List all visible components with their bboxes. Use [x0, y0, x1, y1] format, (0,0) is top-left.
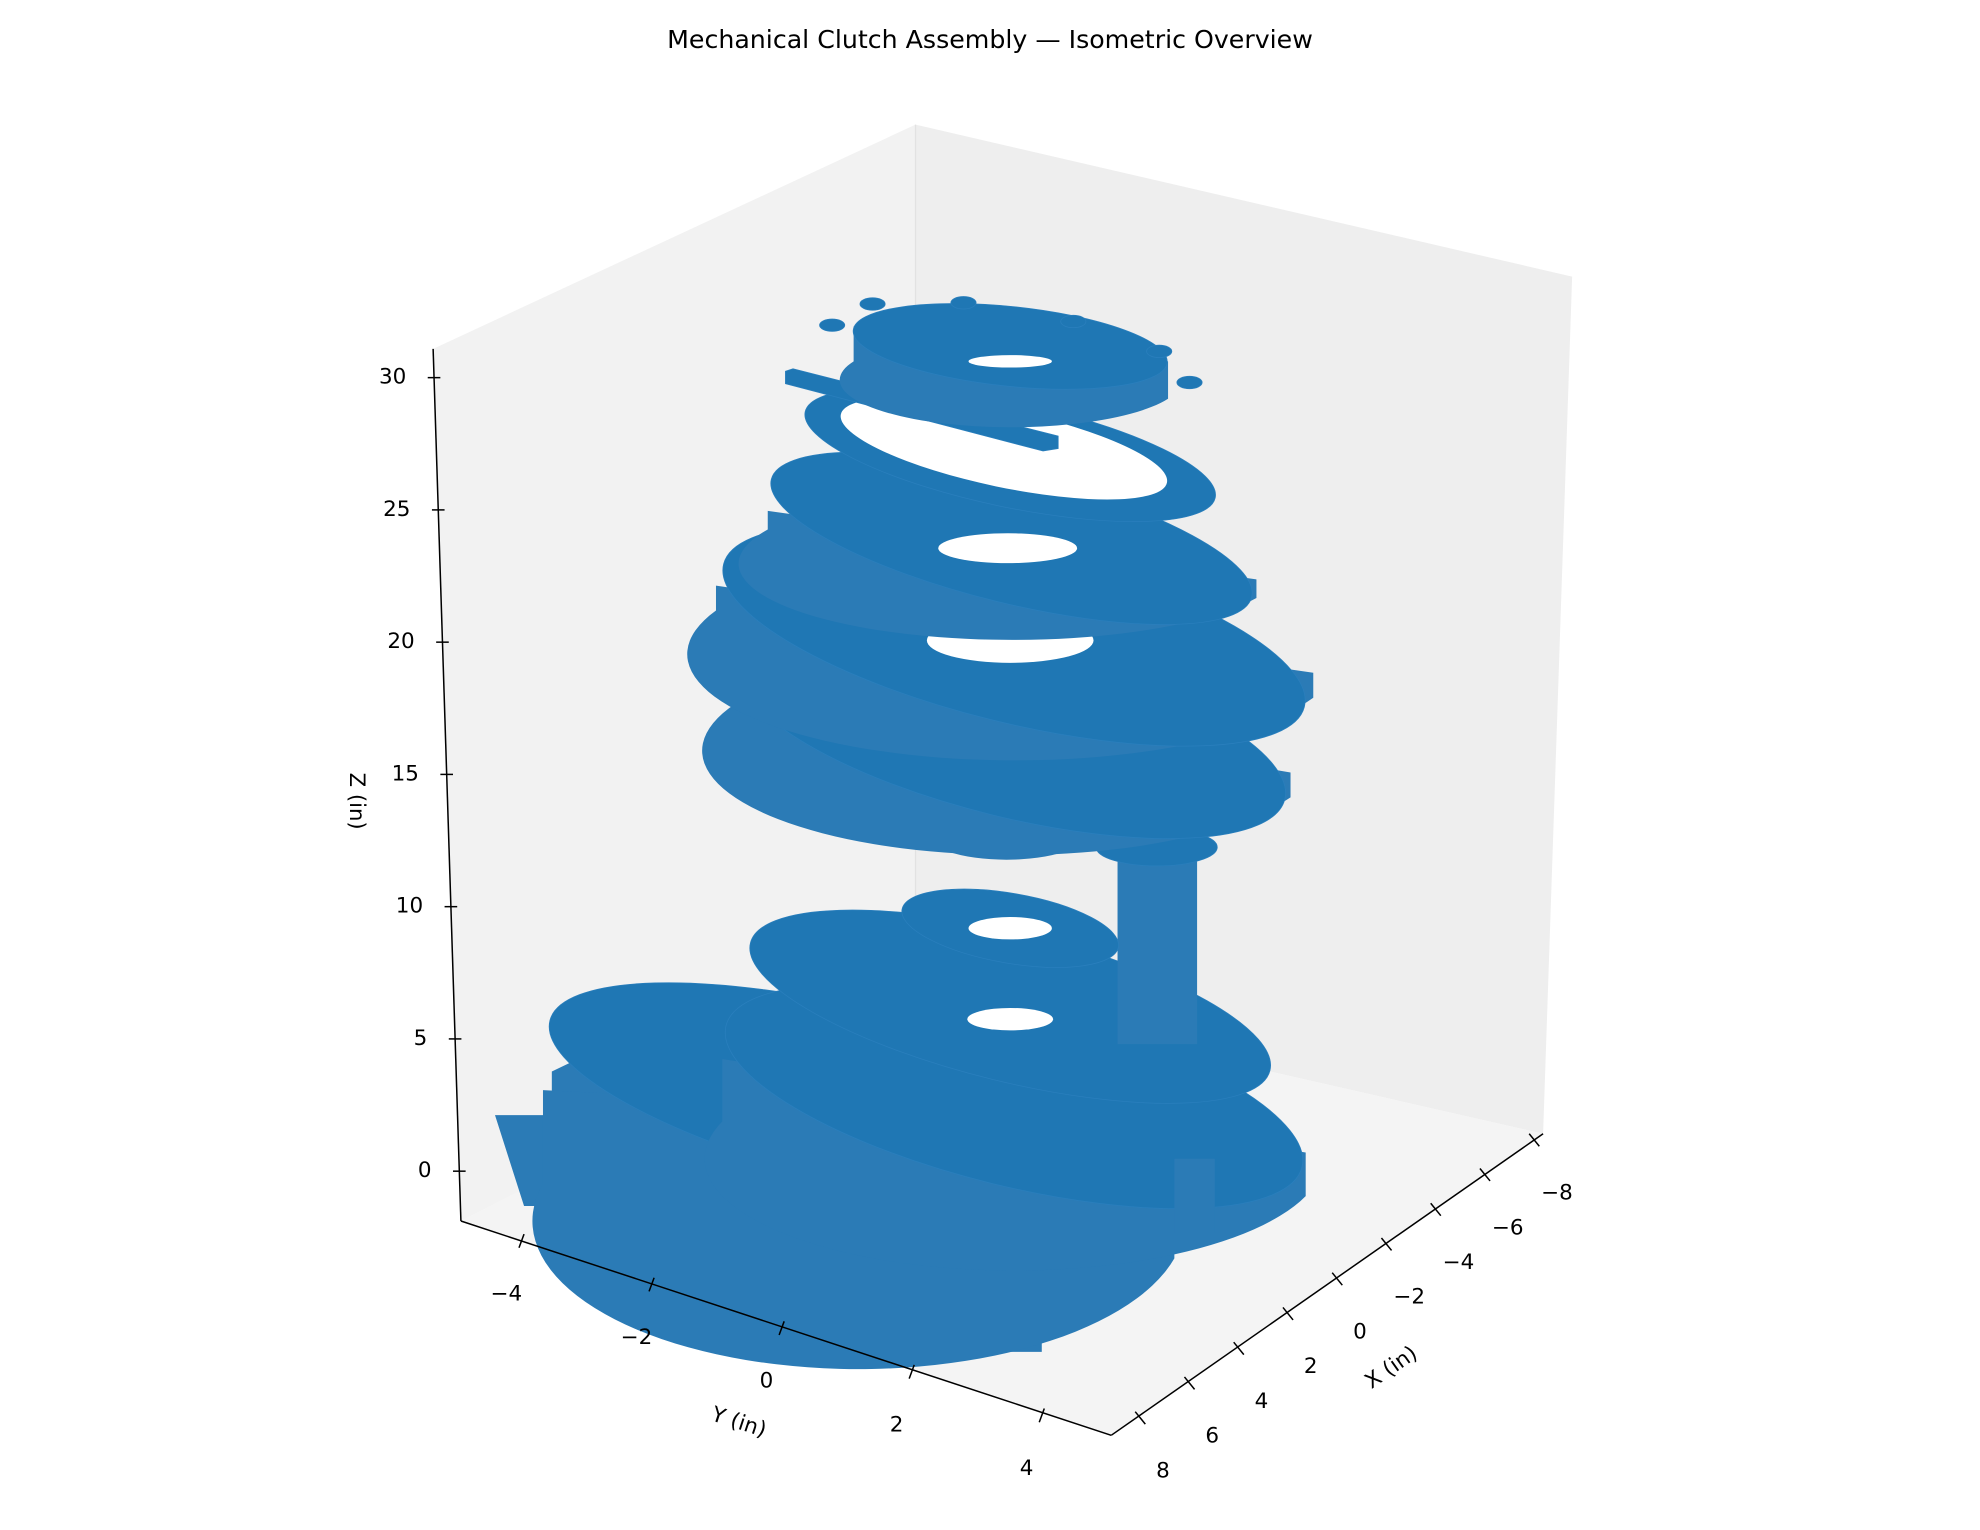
- tick-mark: [1430, 1202, 1442, 1217]
- z-tick-label: 20: [387, 629, 414, 654]
- x-tick-label: 4: [1255, 1389, 1269, 1414]
- y-tick-label: −2: [621, 1325, 653, 1350]
- tick-mark: [1233, 1341, 1245, 1356]
- x-tick-label: 0: [1353, 1320, 1367, 1345]
- x-tick-label: −2: [1393, 1285, 1425, 1310]
- z-axis-title: Z (in): [344, 773, 369, 830]
- x-tick-label: −6: [1492, 1215, 1524, 1240]
- tick-mark: [1134, 1411, 1146, 1425]
- z-tick-label: 0: [418, 1158, 432, 1183]
- z-axis: [432, 348, 462, 1222]
- y-tick-label: −4: [491, 1282, 523, 1307]
- y-tick-label: 2: [890, 1412, 904, 1437]
- x-tick-label: 6: [1205, 1424, 1219, 1449]
- tick-mark: [1331, 1272, 1343, 1286]
- y-tick-label: 4: [1020, 1456, 1034, 1481]
- z-tick-label: 15: [392, 761, 419, 786]
- cover-top: [852, 303, 1168, 390]
- tick-mark: [1038, 1408, 1046, 1423]
- x-tick-label: −8: [1541, 1181, 1573, 1206]
- x-tick-label: 8: [1156, 1459, 1170, 1484]
- tick-mark: [1380, 1237, 1393, 1251]
- x-axis-title: X (in): [1360, 1341, 1422, 1394]
- axes: [432, 348, 1544, 1437]
- z-tick-label: 25: [383, 497, 410, 522]
- z-tick-label: 30: [379, 365, 406, 390]
- ring-hole: [968, 917, 1052, 940]
- tick-mark: [1282, 1306, 1294, 1321]
- disc-hole: [967, 1007, 1054, 1031]
- y-axis: [460, 1220, 1112, 1437]
- tick-mark: [648, 1277, 655, 1292]
- y-axis-title: Y (in): [707, 1402, 769, 1443]
- z-tick-label: 5: [414, 1026, 428, 1051]
- bolt: [1176, 375, 1203, 390]
- disc-hole: [938, 533, 1078, 564]
- cover-hole: [968, 355, 1052, 368]
- tick-mark: [518, 1233, 525, 1249]
- bolt: [859, 297, 886, 311]
- column: [1117, 857, 1198, 1045]
- x-tick-label: −4: [1443, 1250, 1475, 1275]
- tab: [1174, 1158, 1215, 1234]
- tick-mark: [1183, 1376, 1196, 1390]
- tick-mark: [908, 1364, 915, 1379]
- bolt: [1146, 344, 1173, 358]
- bolt: [950, 296, 977, 310]
- bolt: [1060, 314, 1087, 329]
- x-axis: [1110, 1133, 1544, 1436]
- spring-hole: [840, 397, 1168, 500]
- x-tick-label: 2: [1304, 1354, 1318, 1379]
- tick-mark: [1479, 1168, 1491, 1182]
- tick-mark: [778, 1321, 785, 1336]
- assembly: [495, 296, 1314, 1370]
- y-tick-label: 0: [760, 1369, 774, 1394]
- z-tick-label: 10: [396, 894, 423, 919]
- bolt: [819, 318, 846, 332]
- chart-title: Mechanical Clutch Assembly — Isometric O…: [667, 25, 1313, 54]
- tick-mark: [1528, 1133, 1540, 1147]
